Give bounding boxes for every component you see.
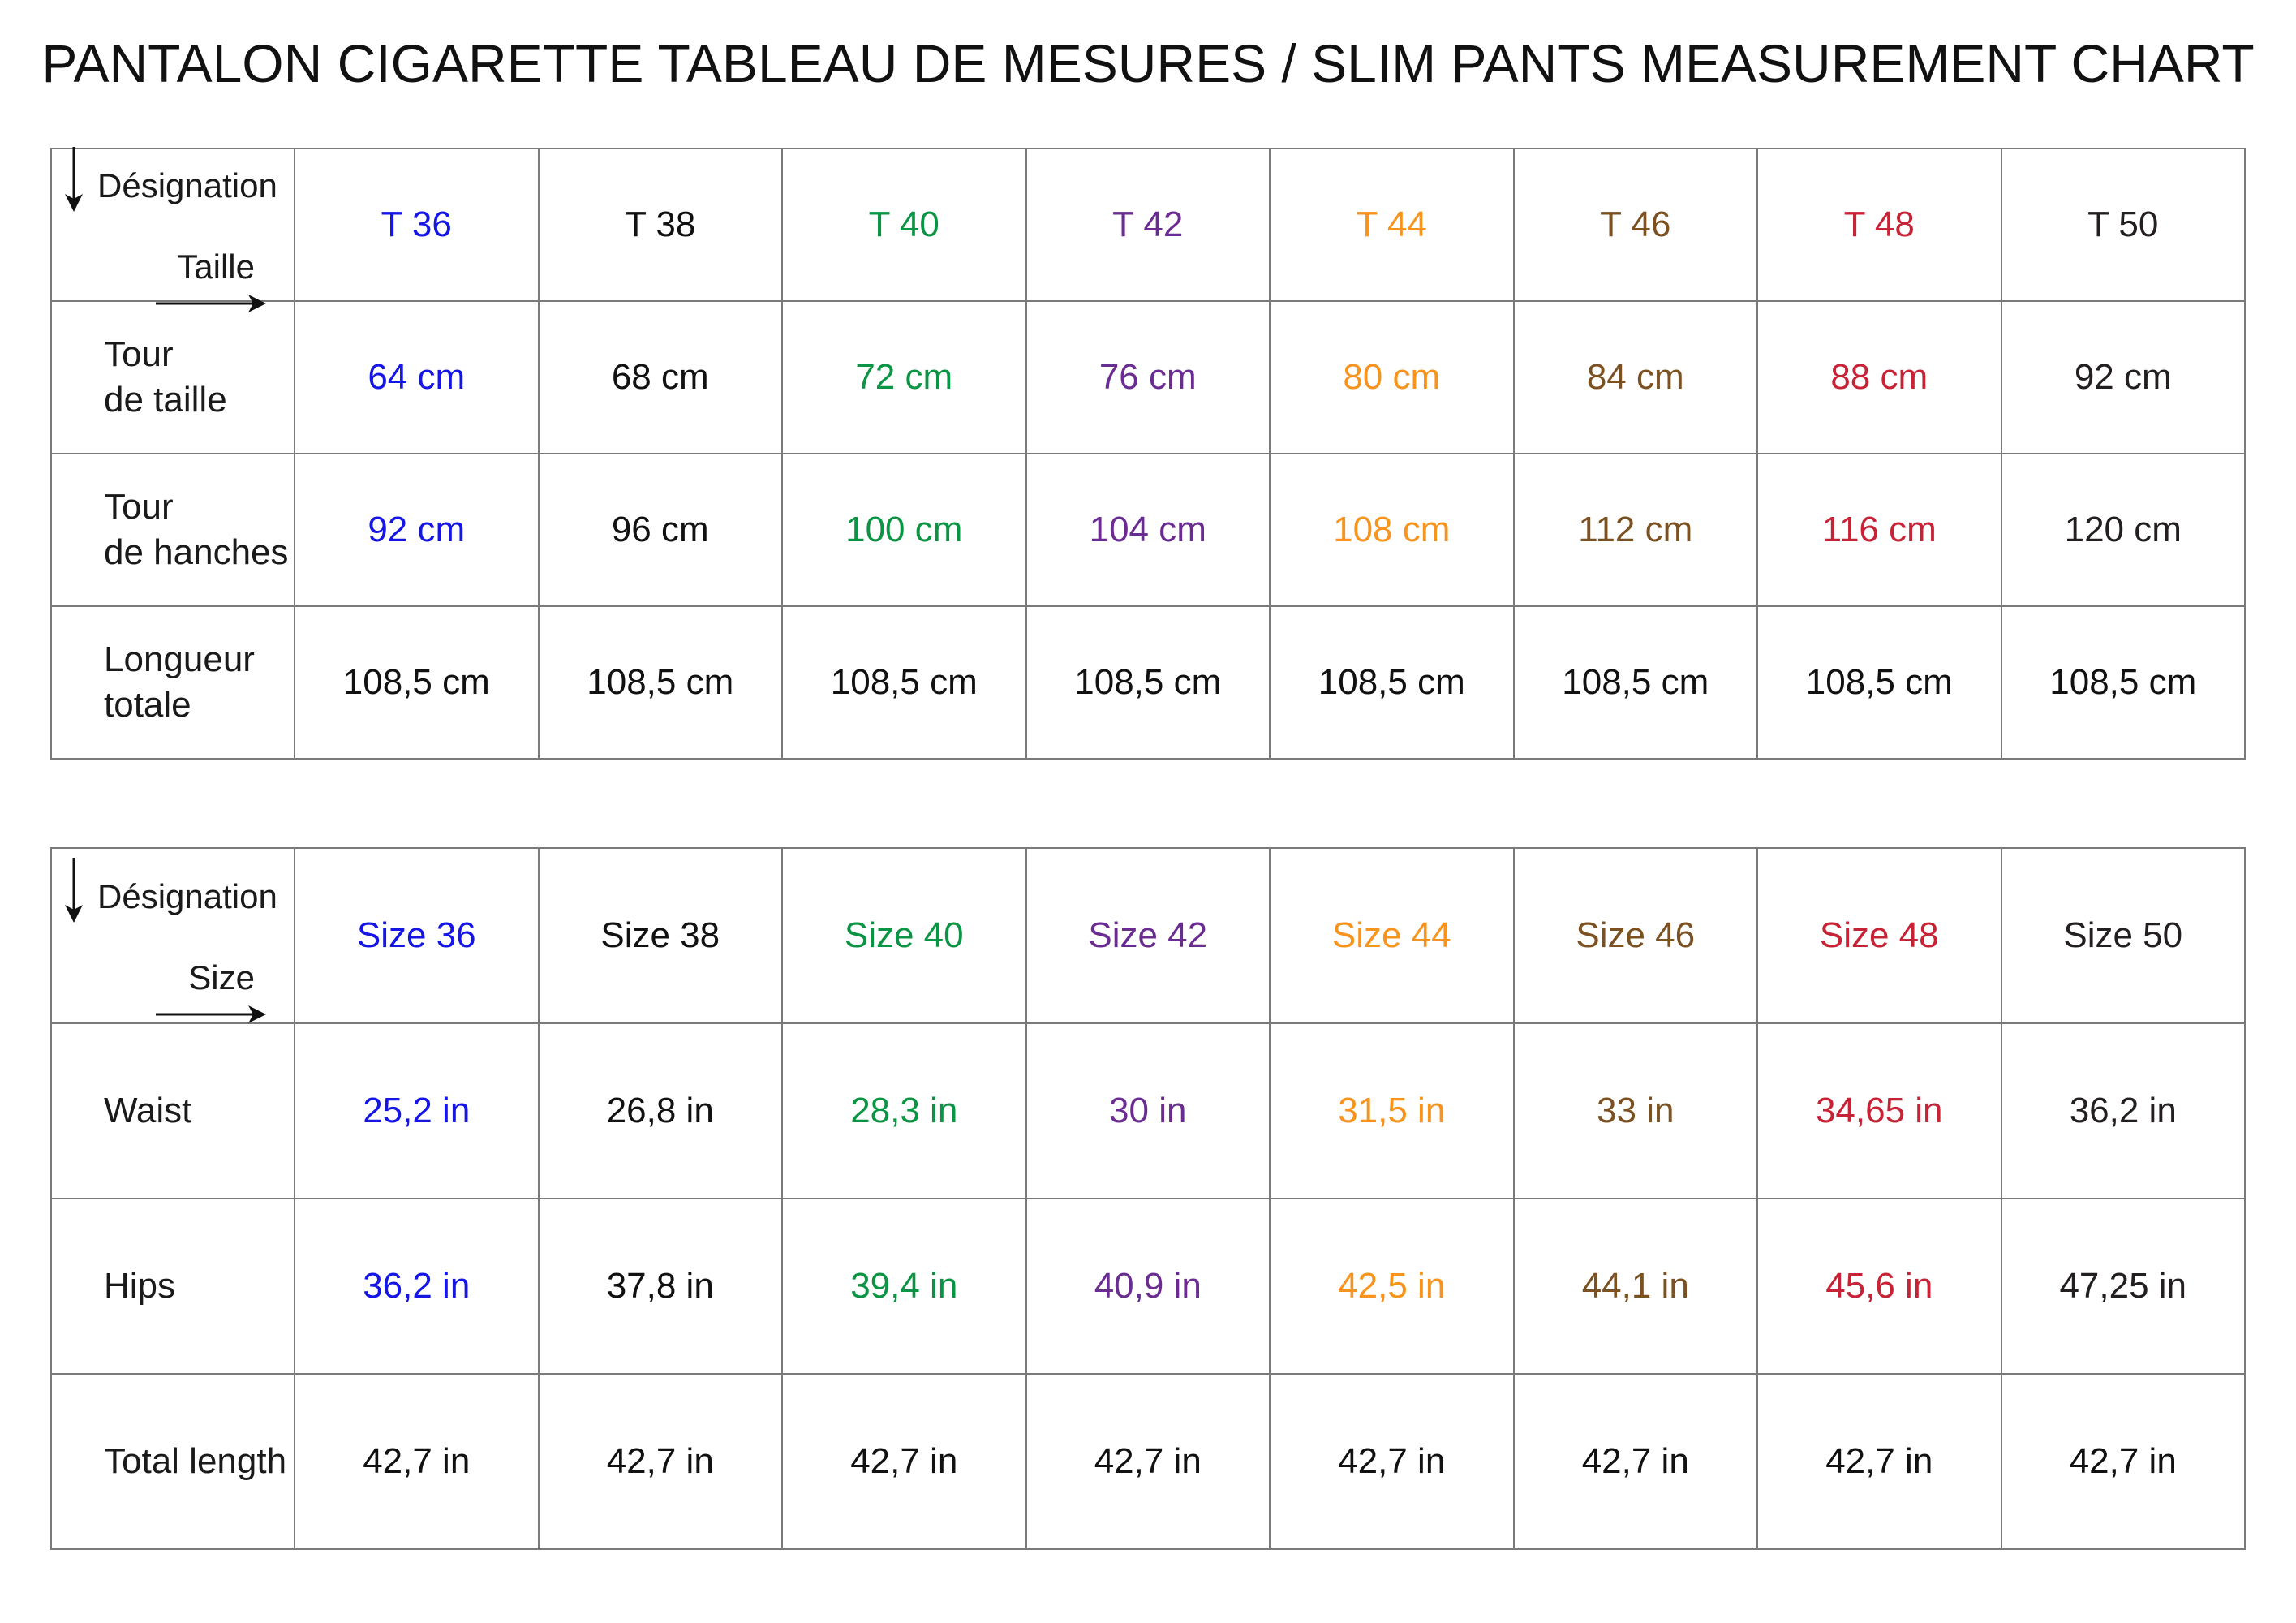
row-label-line: Total length [104,1441,287,1481]
measurement-cell: 108,5 cm [1756,605,2002,760]
measurement-cell: 108,5 cm [1512,605,1758,760]
row-label-line: de taille [104,380,227,420]
measurement-cell: 108,5 cm [294,605,540,760]
size-header-cell: T 50 [2000,148,2246,302]
measurement-cell: 108,5 cm [781,605,1027,760]
size-header-cell: Size 38 [537,847,783,1024]
measurement-cell: 40,9 in [1025,1198,1271,1375]
measurement-cell: 76 cm [1025,300,1271,454]
measurement-cell: 47,25 in [2000,1198,2246,1375]
measurement-cell: 34,65 in [1756,1022,2002,1199]
size-header-cell: T 44 [1269,148,1515,302]
row-label: Tour de hanches [50,453,295,607]
size-header-cell: T 40 [781,148,1027,302]
measurement-cell: 80 cm [1269,300,1515,454]
row-label-line: de hanches [104,532,289,572]
header-row: Taille Désignation T 36 T 38 T 40 T 42 T 44 T 4… [50,147,2246,312]
measurement-cell: 39,4 in [781,1198,1027,1375]
measurement-cell: 26,8 in [537,1022,783,1199]
row-label-line: Longueur [104,639,255,679]
row-label: Total length [50,1373,295,1550]
measurement-table-en: Size Désignation Size 36 Size 38 Size 40 Size… [50,847,2246,1550]
corner-cell: Taille Désignation [50,147,295,312]
measurement-cell: 108,5 cm [537,605,783,760]
measurement-cell: 116 cm [1756,453,2002,607]
corner-cell: Size Désignation [50,847,295,1024]
row-label: Tour de taille [50,300,295,454]
size-header-cell: Size 48 [1756,847,2002,1024]
measurement-cell: 36,2 in [2000,1022,2246,1199]
measurement-cell: 108,5 cm [1269,605,1515,760]
measurement-cell: 100 cm [781,453,1027,607]
row-label: Hips [50,1198,295,1375]
measurement-cell: 96 cm [537,453,783,607]
measurement-cell: 42,7 in [2000,1373,2246,1550]
arrow-right-icon [156,1005,266,1023]
designation-axis-label: Désignation [97,877,277,915]
measurement-cell: 42,7 in [1512,1373,1758,1550]
row-label-line: totale [104,685,191,725]
table-row: Tour de hanches 92 cm 96 cm 100 cm 104 cm 108 … [50,453,2246,607]
row-label-line: Waist [104,1091,192,1130]
measurement-cell: 30 in [1025,1022,1271,1199]
size-header-cell: T 36 [294,148,540,302]
arrow-down-icon [65,858,83,923]
table-row: Total length 42,7 in 42,7 in 42,7 in 42,7 in… [50,1373,2246,1550]
table-row: Longueur totale 108,5 cm 108,5 cm 108,5 cm 10… [50,605,2246,760]
size-header-cell: Size 50 [2000,847,2246,1024]
size-header-cell: Size 36 [294,847,540,1024]
table-row: Tour de taille 64 cm 68 cm 72 cm 76 cm 80 cm 84… [50,300,2246,454]
size-header-cell: T 38 [537,148,783,302]
size-axis-label: Taille [177,248,255,286]
size-header-cell: T 42 [1025,148,1271,302]
measurement-cell: 88 cm [1756,300,2002,454]
measurement-cell: 45,6 in [1756,1198,2002,1375]
measurement-cell: 64 cm [294,300,540,454]
size-header-cell: T 46 [1512,148,1758,302]
measurement-cell: 112 cm [1512,453,1758,607]
measurement-cell: 104 cm [1025,453,1271,607]
measurement-cell: 42,7 in [1269,1373,1515,1550]
measurement-cell: 108,5 cm [1025,605,1271,760]
measurement-cell: 44,1 in [1512,1198,1758,1375]
measurement-cell: 42,7 in [1025,1373,1271,1550]
measurement-cell: 108 cm [1269,453,1515,607]
table-row: Hips 36,2 in 37,8 in 39,4 in 40,9 in 42,5 in 4… [50,1198,2246,1375]
measurement-cell: 33 in [1512,1022,1758,1199]
size-header-cell: Size 44 [1269,847,1515,1024]
row-label-line: Hips [104,1266,176,1306]
header-row: Size Désignation Size 36 Size 38 Size 40 Size… [50,847,2246,1024]
measurement-cell: 42,7 in [781,1373,1027,1550]
measurement-cell: 68 cm [537,300,783,454]
table-row: Waist 25,2 in 26,8 in 28,3 in 30 in 31,5 in 33… [50,1022,2246,1199]
size-header-cell: Size 46 [1512,847,1758,1024]
size-axis-label: Size [188,958,255,997]
measurement-cell: 72 cm [781,300,1027,454]
measurement-cell: 31,5 in [1269,1022,1515,1199]
arrow-down-icon [65,147,83,212]
measurement-cell: 36,2 in [294,1198,540,1375]
measurement-cell: 42,7 in [537,1373,783,1550]
row-label-line: Tour [104,487,174,527]
measurement-cell: 25,2 in [294,1022,540,1199]
row-label: Waist [50,1022,295,1199]
measurement-cell: 108,5 cm [2000,605,2246,760]
measurement-cell: 92 cm [294,453,540,607]
measurement-cell: 42,7 in [1756,1373,2002,1550]
row-label: Longueur totale [50,605,295,760]
page-title: PANTALON CIGARETTE TABLEAU DE MESURES / … [41,33,2255,93]
measurement-cell: 42,5 in [1269,1198,1515,1375]
size-header-cell: T 48 [1756,148,2002,302]
measurement-cell: 28,3 in [781,1022,1027,1199]
measurement-cell: 92 cm [2000,300,2246,454]
row-label-line: Tour [104,334,174,374]
measurement-cell: 42,7 in [294,1373,540,1550]
size-header-cell: Size 40 [781,847,1027,1024]
size-header-cell: Size 42 [1025,847,1271,1024]
designation-axis-label: Désignation [97,166,277,204]
measurement-cell: 37,8 in [537,1198,783,1375]
measurement-cell: 120 cm [2000,453,2246,607]
measurement-cell: 84 cm [1512,300,1758,454]
measurement-table-fr: Taille Désignation T 36 T 38 T 40 T 42 T 44 T 4… [50,147,2246,760]
